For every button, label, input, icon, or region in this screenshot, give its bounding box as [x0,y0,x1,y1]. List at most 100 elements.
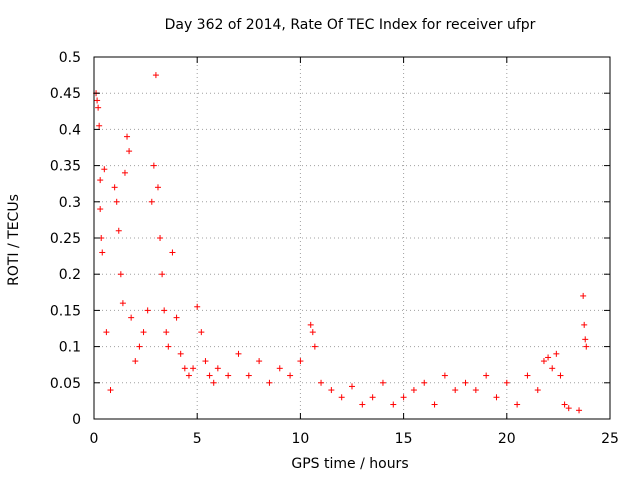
data-point [276,365,283,372]
data-point [297,358,304,365]
x-tick-label: 15 [395,431,413,447]
y-tick-label: 0.3 [59,195,81,211]
data-point [583,343,590,350]
data-point [169,249,176,256]
axis-ticks: 0 5 10 15 20 25 0 0.05 0.1 0.15 0.2 0.25 0.3 0.35 0.4 0… [50,50,619,447]
data-point [121,169,128,176]
data-point [103,329,110,336]
y-tick-label: 0.05 [50,376,81,392]
data-point [210,379,217,386]
data-point [190,365,197,372]
data-point [113,198,120,205]
y-tick-label: 0.25 [50,231,81,247]
data-point [194,303,201,310]
x-tick-label: 5 [193,431,202,447]
data-point [266,379,273,386]
data-point [421,379,428,386]
data-point [400,394,407,401]
data-point [338,394,345,401]
x-tick-label: 0 [90,431,99,447]
data-point [206,372,213,379]
data-point [431,401,438,408]
data-point [157,235,164,241]
x-axis-label: GPS time / hours [291,456,409,472]
data-point [582,336,589,343]
data-point [117,271,124,278]
data-point [581,321,588,328]
data-point [441,372,448,379]
data-point [514,401,521,408]
data-point [99,249,106,256]
data-point [115,227,122,234]
data-point [165,343,172,350]
data-point [410,387,417,394]
data-point [111,184,118,191]
data-point [159,271,166,278]
data-point [173,314,180,321]
data-point [483,372,490,379]
grid-lines [94,57,610,419]
y-tick-label: 0.1 [59,340,81,356]
data-point [107,387,114,394]
y-tick-label: 0.45 [50,86,81,102]
y-tick-label: 0.35 [50,159,81,175]
data-point [287,372,294,379]
data-point [493,394,500,401]
data-point [126,148,133,155]
data-point [214,365,221,372]
data-point [140,329,147,336]
data-point [452,387,459,394]
data-point [148,198,155,205]
data-point [235,350,242,357]
data-point [95,104,102,111]
data-point [524,372,531,379]
data-point [185,372,192,379]
x-tick-label: 10 [291,431,309,447]
data-point [225,372,232,379]
data-point [101,166,108,173]
data-point [124,133,131,140]
data-point [177,350,184,357]
data-point [94,97,101,104]
y-tick-label: 0.4 [59,122,81,138]
data-point [245,372,252,379]
data-point [369,394,376,401]
data-point [163,329,170,336]
chart-title: Day 362 of 2014, Rate Of TEC Index for r… [164,17,536,33]
data-point [540,358,547,365]
data-point [202,358,209,365]
data-point [97,206,104,213]
data-point [379,379,386,386]
data-point [557,372,564,379]
data-point [128,314,135,321]
plot-frame [93,56,611,420]
data-point [359,401,366,408]
data-point [328,387,335,394]
data-point [553,350,560,357]
data-point [503,379,510,386]
x-tick-label: 25 [601,431,619,447]
data-point [150,162,157,169]
data-point [565,405,572,412]
data-point [545,354,552,361]
data-point [181,365,188,372]
y-tick-label: 0 [72,412,81,428]
y-tick-label: 0.5 [59,50,81,66]
y-tick-label: 0.2 [59,267,81,283]
data-point [534,387,541,394]
data-point [154,184,161,191]
data-point [318,379,325,386]
data-point [161,307,168,314]
data-point [144,307,151,314]
data-point [390,401,397,408]
data-point [96,122,103,129]
y-tick-label: 0.15 [50,303,81,319]
data-point [256,358,263,365]
data-point [119,300,126,307]
data-point [462,379,469,386]
data-point [97,177,104,184]
x-tick-label: 20 [498,431,516,447]
data-point [472,387,479,394]
data-points [93,72,590,414]
